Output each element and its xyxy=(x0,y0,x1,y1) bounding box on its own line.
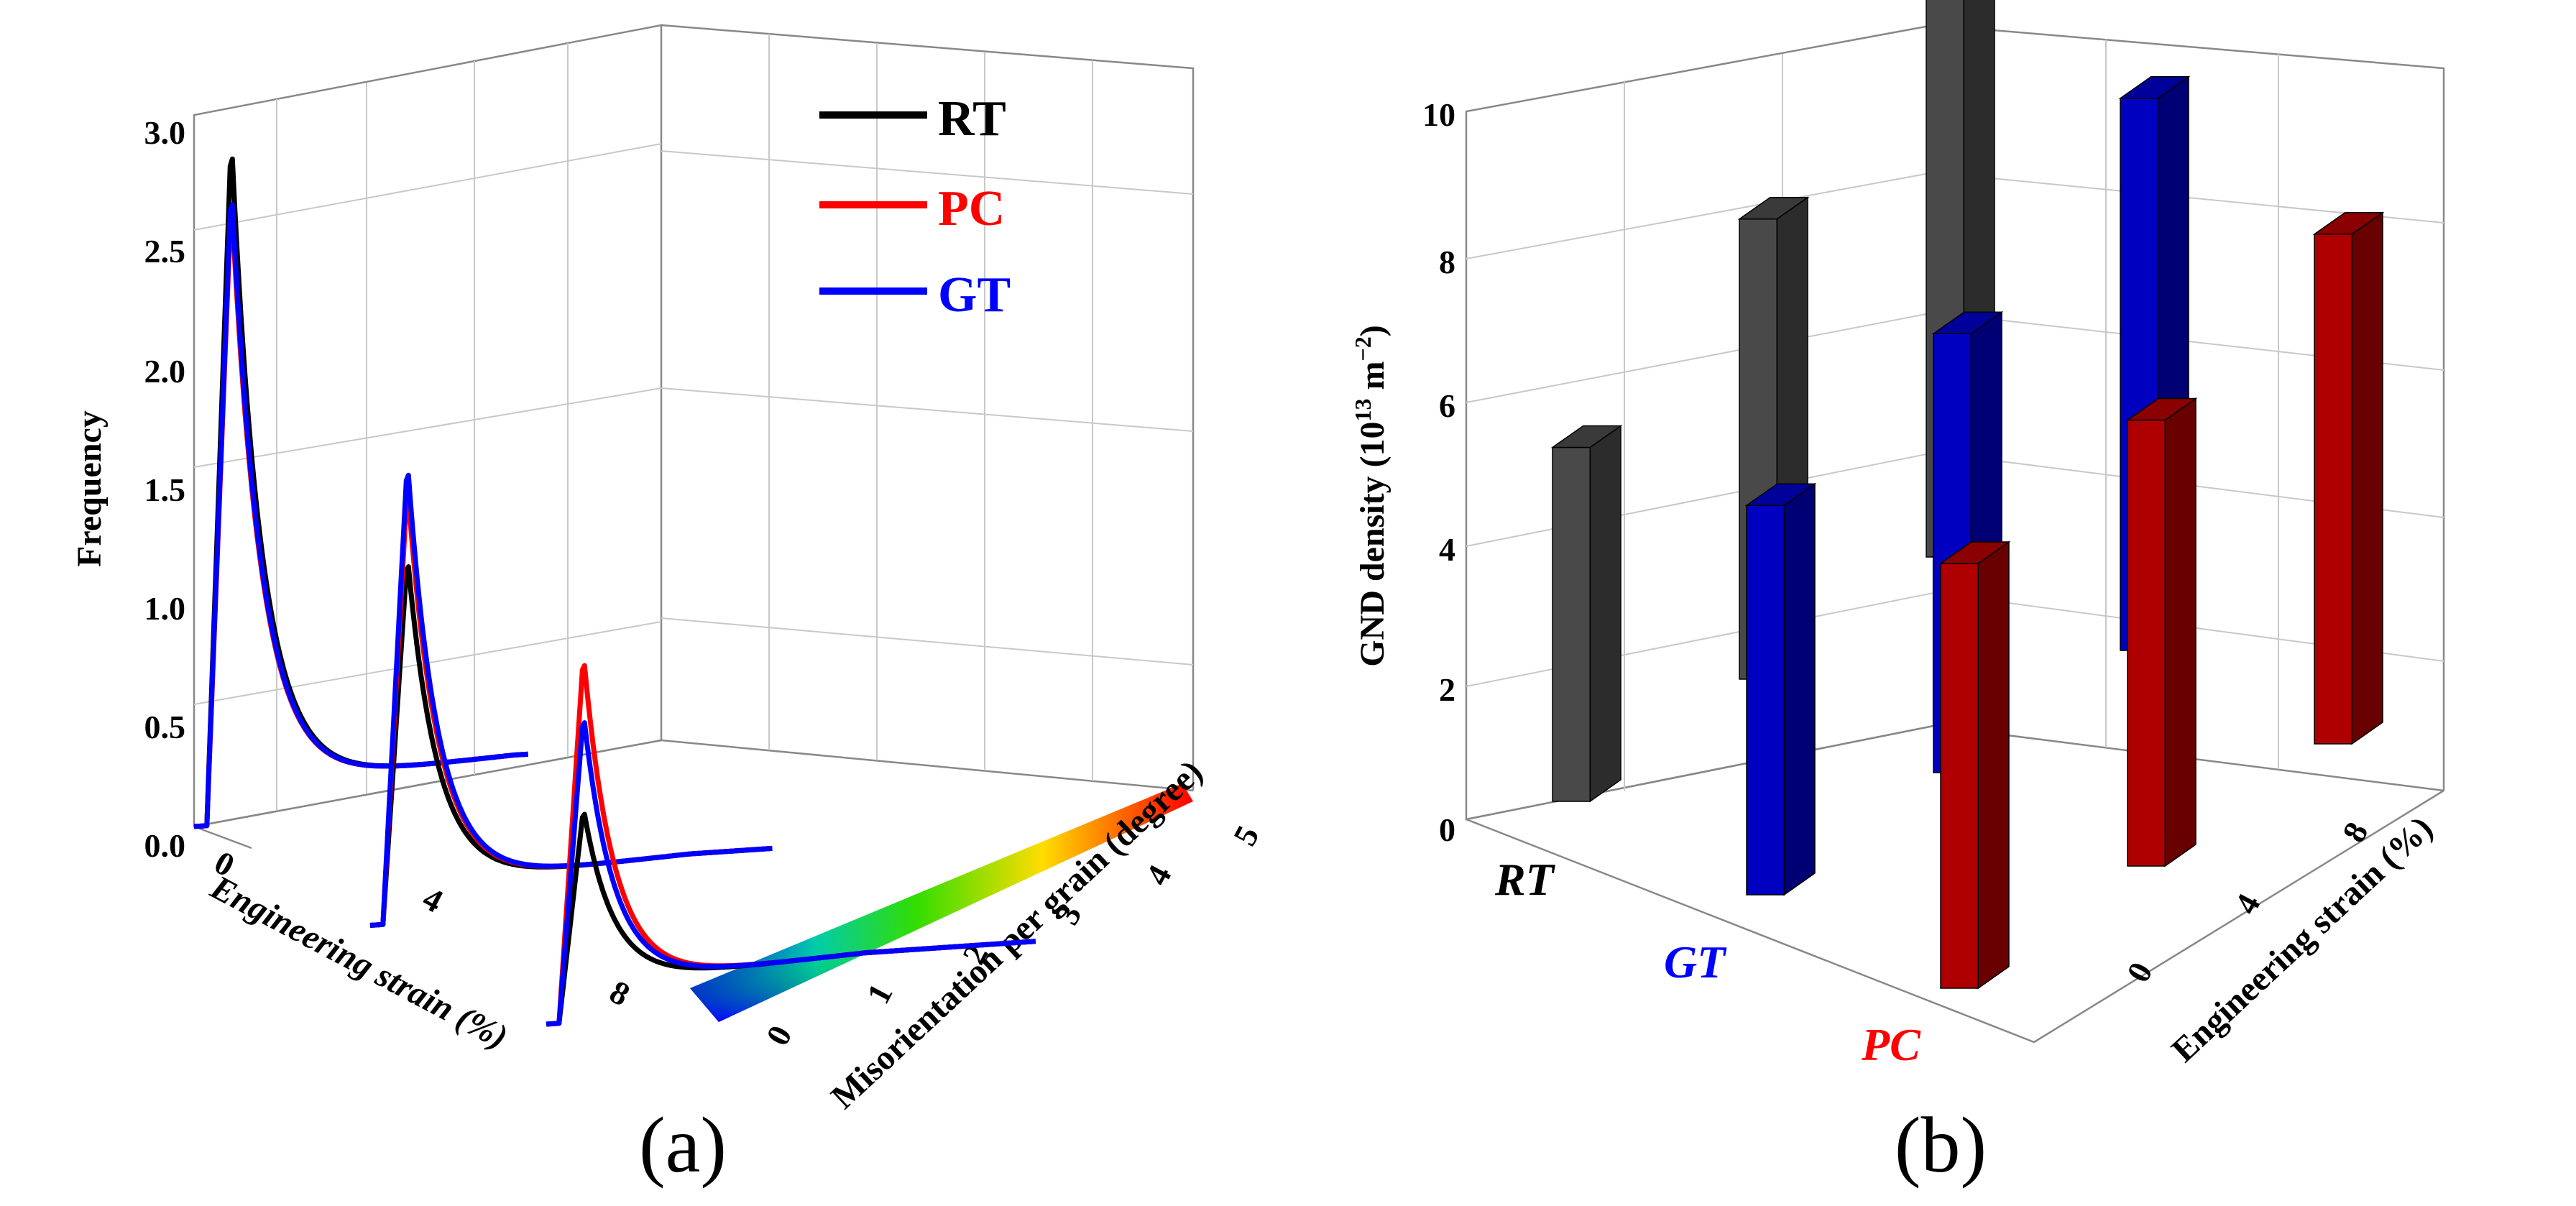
panel-label-b: (b) xyxy=(1895,1101,1987,1189)
a-mis-tick-1: 1 xyxy=(860,977,900,1009)
a-mis-tick-4: 4 xyxy=(1138,859,1179,890)
b-ylabel: GND density (1013 m−2) xyxy=(1350,325,1392,667)
curve-gt-strain-8 xyxy=(546,720,1036,1027)
panel-a-chart: 0.0 0.5 1.0 1.5 2.0 2.5 3.0 Frequency 0 … xyxy=(70,24,1266,1189)
b-xlabel: Engineering strain (%) xyxy=(2164,809,2439,1069)
bar-top-face xyxy=(1737,197,1810,220)
panel-b-chart: 0 2 4 6 8 10 GND density (1013 m−2) 0 4 … xyxy=(1350,0,2445,1189)
a-ytick-1: 0.5 xyxy=(144,709,186,745)
curve-pc-strain-0 xyxy=(193,213,529,829)
b-cat-label-pc: PC xyxy=(1861,1019,1921,1070)
legend-label-gt: GT xyxy=(938,267,1011,323)
bar-top-face xyxy=(2125,397,2198,421)
bar-gt-strain-0 xyxy=(1744,482,1817,896)
b-cat-label-gt: GT xyxy=(1664,936,1727,988)
misorientation-colorbar-shade xyxy=(690,783,1193,1022)
bar-rt-strain-0 xyxy=(1550,425,1623,803)
panel-a-curves xyxy=(193,156,1036,1027)
bar-top-face xyxy=(1550,425,1623,448)
bar-pc-strain-4 xyxy=(2125,397,2198,867)
legend-label-pc: PC xyxy=(938,181,1005,236)
b-cat-label-rt: RT xyxy=(1494,854,1556,905)
b-ytick-2: 4 xyxy=(1439,531,1455,568)
bar-top-face xyxy=(1931,311,2004,335)
panel-label-a: (a) xyxy=(639,1101,727,1189)
b-strain-tick-1: 4 xyxy=(2227,888,2268,919)
b-ytick-5: 10 xyxy=(1422,96,1455,133)
b-ylabel-end: ) xyxy=(1353,325,1392,336)
panel-b-y-ticks: 0 2 4 6 8 10 xyxy=(1422,96,1455,848)
a-ylabel: Frequency xyxy=(70,410,109,567)
a-ytick-4: 2.0 xyxy=(144,353,186,390)
bar-top-face xyxy=(1938,541,2011,564)
bar-top-face xyxy=(2118,75,2191,99)
b-ylabel-main: GND density (10 xyxy=(1353,421,1392,666)
a-ytick-3: 1.5 xyxy=(144,471,186,508)
b-strain-tick-0: 0 xyxy=(2120,956,2160,988)
bar-front-face xyxy=(2314,234,2352,745)
b-ylabel-sup1: 13 xyxy=(1350,398,1376,421)
bar-side-face xyxy=(2164,397,2196,867)
b-ytick-0: 0 xyxy=(1439,811,1455,848)
a-strain-tick-1: 4 xyxy=(417,880,448,920)
panel-b-category-labels: RT GT PC xyxy=(1494,854,1921,1070)
a-mis-tick-5: 5 xyxy=(1226,819,1266,851)
a-strain-tick-2: 8 xyxy=(604,973,635,1013)
bar-pc-strain-8 xyxy=(2312,211,2385,745)
b-ytick-1: 2 xyxy=(1439,671,1455,708)
bar-top-face xyxy=(1744,483,1817,506)
b-ylabel-unit: m xyxy=(1353,361,1392,398)
bar-front-face xyxy=(1940,563,1979,989)
bar-pc-strain-0 xyxy=(1938,540,2011,990)
panel-b-bars xyxy=(1550,0,2385,990)
bar-side-face xyxy=(1783,482,1816,896)
b-ytick-3: 6 xyxy=(1439,387,1455,424)
panel-a-walls xyxy=(193,24,1195,850)
bar-side-face xyxy=(1977,540,2010,990)
b-ylabel-sup2: −2 xyxy=(1350,336,1376,361)
a-xlabel: Engineering strain (%) xyxy=(204,867,514,1057)
panel-a-y-ticks: 0.0 0.5 1.0 1.5 2.0 2.5 3.0 xyxy=(144,114,186,864)
bar-side-face xyxy=(1589,425,1622,803)
b-ytick-4: 8 xyxy=(1439,244,1455,280)
bar-top-face xyxy=(2312,212,2385,235)
panel-a-legend: RT PC GT xyxy=(819,91,1011,323)
curve-gt-strain-0 xyxy=(193,202,529,829)
legend-label-rt: RT xyxy=(938,91,1006,147)
a-ytick-0: 0.0 xyxy=(144,827,186,864)
bar-front-face xyxy=(1746,505,1785,896)
bar-side-face xyxy=(2351,211,2383,745)
a-ytick-2: 1.0 xyxy=(144,590,186,627)
a-ytick-5: 2.5 xyxy=(144,233,186,270)
bar-front-face xyxy=(2127,419,2166,867)
bar-front-face xyxy=(1552,446,1591,802)
b-strain-tick-2: 8 xyxy=(2335,816,2375,847)
a-mis-tick-0: 0 xyxy=(759,1019,799,1051)
curve-rt-strain-0 xyxy=(193,156,529,829)
a-ytick-6: 3.0 xyxy=(144,114,186,151)
